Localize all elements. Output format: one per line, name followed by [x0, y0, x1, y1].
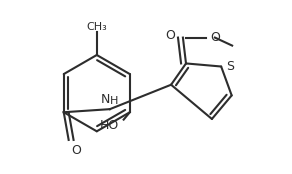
Text: N: N — [100, 93, 110, 106]
Text: O: O — [211, 31, 220, 44]
Text: H: H — [110, 96, 118, 106]
Text: O: O — [72, 144, 81, 157]
Text: S: S — [226, 60, 234, 73]
Text: HO: HO — [100, 119, 119, 132]
Text: CH₃: CH₃ — [86, 22, 107, 32]
Text: O: O — [166, 29, 175, 42]
